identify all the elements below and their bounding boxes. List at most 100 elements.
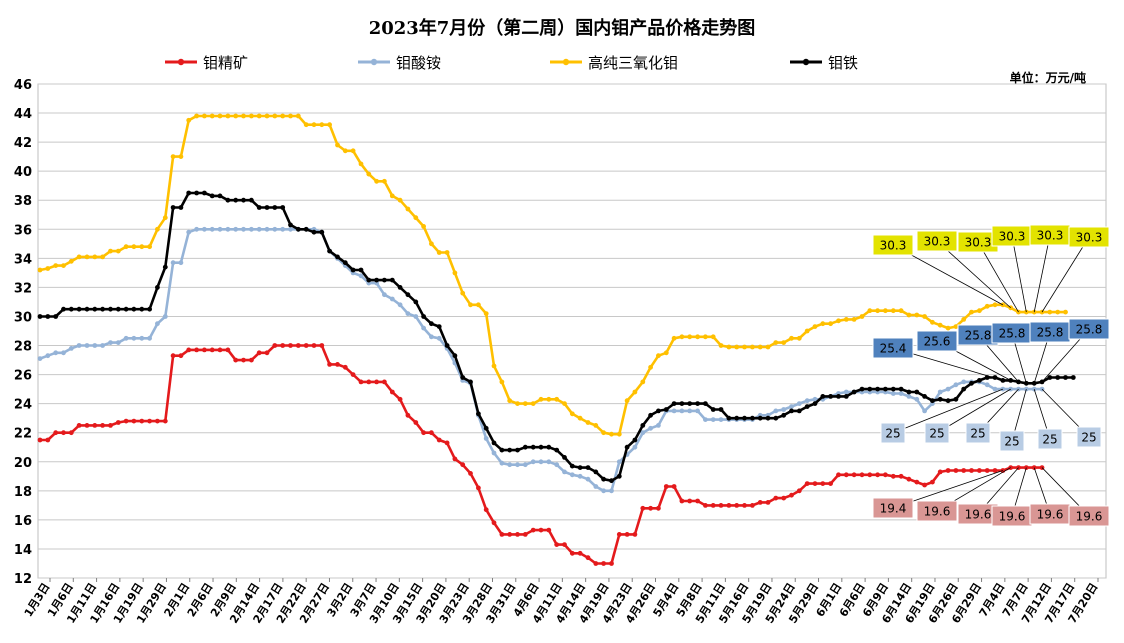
data-point <box>358 267 364 273</box>
data-point <box>789 404 794 409</box>
data-label: 25.6 <box>924 335 951 349</box>
data-point <box>718 343 724 348</box>
data-point <box>538 396 544 402</box>
data-point <box>241 113 246 119</box>
legend-item: 高纯三氧化钼 <box>550 54 678 72</box>
data-point <box>898 391 904 396</box>
data-point <box>562 542 567 547</box>
legend-label: 钼铁 <box>828 54 858 72</box>
data-point <box>233 357 239 363</box>
data-point <box>389 193 395 199</box>
data-label: 25 <box>929 427 944 441</box>
data-point <box>671 335 677 341</box>
data-point <box>789 335 794 341</box>
data-point <box>953 382 959 388</box>
data-point <box>92 423 98 428</box>
data-point <box>703 401 708 406</box>
data-point <box>546 444 552 450</box>
y-axis: 12 14 16 18 20 22 24 26 28 30 32 34 36 38 40 42 44 46 <box>14 78 32 587</box>
data-point <box>327 362 332 367</box>
data-point <box>123 306 129 312</box>
data-point <box>977 468 982 473</box>
data-point <box>562 469 567 475</box>
data-point <box>984 382 990 388</box>
data-point <box>241 197 246 203</box>
data-point <box>734 344 740 350</box>
data-point <box>76 306 82 312</box>
data-point <box>796 335 802 341</box>
data-point <box>421 314 426 319</box>
data-point <box>906 394 912 399</box>
data-point <box>1008 386 1014 392</box>
data-point <box>429 430 434 436</box>
data-point <box>945 386 951 392</box>
y-tick-label: 18 <box>14 485 32 500</box>
series-line <box>39 228 1042 493</box>
data-point <box>609 488 614 494</box>
data-point <box>131 306 137 312</box>
data-point <box>843 472 849 478</box>
data-point <box>53 263 59 268</box>
data-point <box>906 389 912 395</box>
data-point <box>796 488 802 494</box>
data-point <box>648 364 653 370</box>
data-point <box>76 343 82 348</box>
data-point <box>272 226 278 232</box>
data-point <box>460 290 466 296</box>
data-point <box>687 498 693 504</box>
data-point <box>507 447 513 453</box>
data-point <box>851 389 857 395</box>
data-point <box>366 277 372 283</box>
data-point <box>773 495 779 501</box>
data-point <box>765 344 771 350</box>
data-label: 25 <box>885 427 900 441</box>
data-point <box>366 171 372 177</box>
data-point <box>507 532 513 537</box>
data-point <box>710 334 716 340</box>
data-point <box>319 229 325 235</box>
data-point <box>468 302 473 308</box>
data-point <box>742 415 747 421</box>
data-point <box>773 415 779 421</box>
data-point <box>84 423 90 428</box>
data-point <box>452 353 458 359</box>
data-point <box>139 244 145 250</box>
data-point <box>562 401 567 406</box>
data-point <box>1055 375 1061 380</box>
data-point <box>178 154 184 160</box>
data-point <box>789 408 794 414</box>
label-leader-line <box>936 240 1011 309</box>
data-point <box>765 500 771 505</box>
data-point <box>358 273 364 279</box>
data-point <box>883 308 888 314</box>
data-point <box>444 440 450 446</box>
data-point <box>155 285 160 290</box>
data-point <box>421 325 426 331</box>
data-point <box>757 500 763 505</box>
data-point <box>522 462 528 468</box>
data-point <box>679 408 685 414</box>
data-point <box>115 306 121 312</box>
data-point <box>867 472 873 478</box>
data-point <box>382 379 387 385</box>
x-axis: 1月3日1月6日1月11日1月16日1月19日1月29日2月1日2月6日2月9日… <box>22 578 1101 626</box>
data-point <box>703 334 708 340</box>
data-point <box>452 456 458 462</box>
data-point <box>569 463 575 469</box>
data-point <box>648 505 653 511</box>
data-point <box>961 317 967 322</box>
data-point <box>757 415 763 421</box>
data-point <box>241 357 246 363</box>
chart-title: 2023年7月份（第二周）国内钼产品价格走势图 <box>369 17 756 39</box>
data-label: 19.6 <box>924 505 951 519</box>
data-point <box>256 350 262 356</box>
data-point <box>898 386 904 392</box>
data-point <box>170 260 176 266</box>
data-point <box>264 226 270 232</box>
series-3-labels: 25.4 25.6 25.8 25.8 25.8 25.8 <box>872 318 1110 384</box>
data-point <box>522 532 528 537</box>
data-point <box>914 389 920 395</box>
data-point <box>616 532 622 537</box>
data-point <box>405 311 411 316</box>
data-point <box>389 389 395 395</box>
